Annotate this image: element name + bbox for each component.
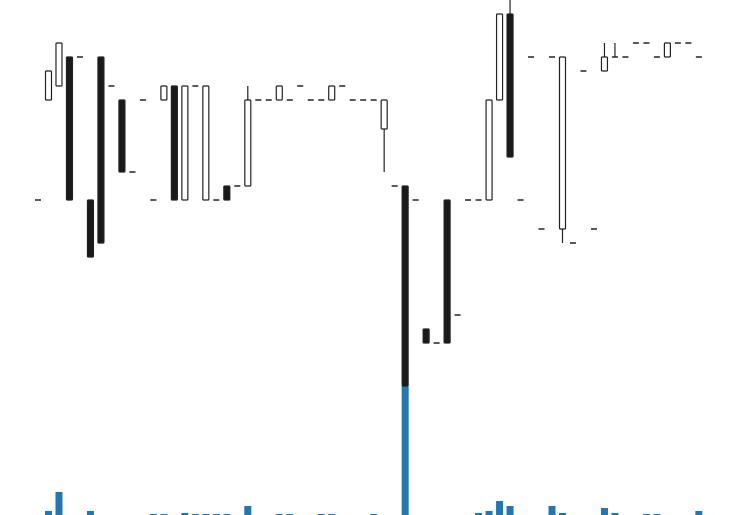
candle-body bbox=[44, 70, 53, 101]
volume-bar bbox=[485, 511, 493, 515]
candle-body bbox=[558, 56, 567, 230]
candle-body bbox=[422, 328, 430, 344]
volume-bar bbox=[475, 513, 483, 515]
candle-body bbox=[86, 199, 95, 258]
volume-bar bbox=[695, 511, 703, 515]
volume-bar bbox=[55, 492, 63, 515]
candle-body bbox=[443, 199, 451, 344]
candle-body bbox=[55, 42, 63, 87]
candle-body bbox=[495, 13, 504, 101]
volume-bar bbox=[548, 506, 556, 515]
volume-bar bbox=[181, 513, 189, 515]
volume-bar bbox=[559, 513, 566, 515]
candle-body bbox=[118, 99, 126, 173]
volume-bar bbox=[86, 511, 94, 515]
candle-body bbox=[202, 85, 210, 201]
candle-body bbox=[160, 85, 168, 101]
volume-bar bbox=[244, 506, 252, 515]
candle-body bbox=[663, 42, 672, 58]
volume-bar bbox=[506, 506, 514, 515]
candle-body bbox=[380, 99, 388, 130]
candle-body bbox=[97, 56, 105, 244]
candle-body bbox=[244, 99, 252, 187]
candle-body bbox=[506, 13, 514, 158]
candle-body bbox=[170, 85, 178, 201]
volume-bar bbox=[401, 386, 409, 515]
candle-body bbox=[223, 185, 231, 201]
candle-body bbox=[485, 99, 493, 201]
candle-body bbox=[401, 185, 409, 387]
volume-bar bbox=[611, 513, 619, 515]
candle-body bbox=[181, 85, 189, 201]
volume-bar bbox=[600, 508, 608, 515]
candle-body bbox=[275, 85, 283, 101]
candle-body bbox=[600, 56, 609, 72]
volume-bar bbox=[496, 501, 504, 515]
candle-body bbox=[65, 56, 74, 201]
candle-body bbox=[328, 85, 336, 101]
volume-bar bbox=[44, 511, 52, 515]
